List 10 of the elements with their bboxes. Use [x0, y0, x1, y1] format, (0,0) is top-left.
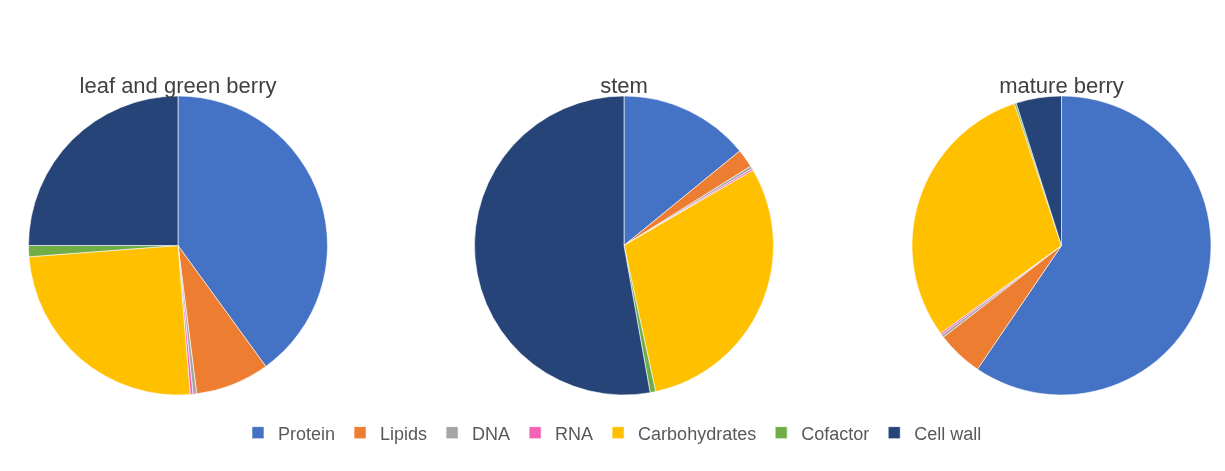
legend-label: Lipids	[380, 423, 428, 444]
slice-label: leaf and green berry	[79, 73, 277, 98]
legend-label: RNA	[555, 423, 594, 444]
slice-label: stem	[600, 73, 648, 98]
legend-label: Cofactor	[801, 423, 870, 444]
legend-label: Carbohydrates	[638, 423, 757, 444]
legend-label: Protein	[278, 423, 336, 444]
slice-label: mature berry	[999, 73, 1124, 98]
legend-label: DNA	[472, 423, 511, 444]
legend-label: Cell wall	[914, 423, 982, 444]
